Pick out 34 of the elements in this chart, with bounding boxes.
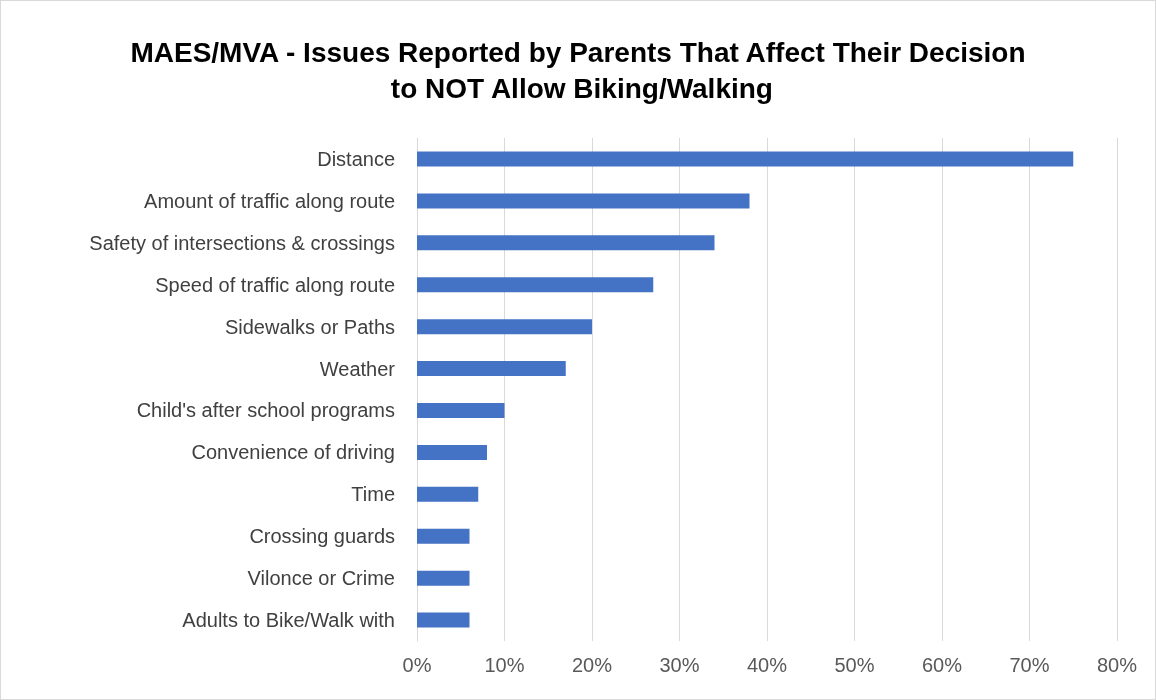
bar — [417, 193, 750, 209]
x-tick-label: 80% — [1096, 654, 1138, 676]
y-tick-label: Convenience of driving — [191, 441, 395, 464]
bar — [417, 151, 1074, 167]
bar — [417, 444, 487, 460]
y-tick-label: Safety of intersections & crossings — [89, 231, 395, 254]
x-tick-label: 40% — [746, 654, 788, 676]
y-tick-label: Adults to Bike/Walk with — [182, 609, 395, 632]
x-tick-label: 20% — [571, 654, 613, 676]
bar — [417, 235, 715, 251]
y-tick-label: Weather — [319, 357, 396, 380]
y-tick-label: Speed of traffic along route — [155, 273, 395, 296]
bar — [417, 612, 470, 628]
x-tick-label: 70% — [1009, 654, 1050, 676]
x-tick-label: 60% — [921, 654, 963, 676]
x-tick-label: 30% — [659, 654, 700, 676]
x-tick-label: 0% — [402, 654, 432, 676]
y-tick-label: Sidewalks or Paths — [224, 315, 395, 338]
bar — [417, 361, 566, 377]
bar — [417, 570, 470, 586]
y-tick-label: Child's after school programs — [136, 399, 395, 422]
chart-title: MAES/MVA - Issues Reported by Parents That Affect Their Decision to NOT Allow Biking/Walking — [130, 36, 1026, 104]
y-tick-label: Time — [351, 483, 395, 506]
y-tick-label: Distance — [317, 147, 395, 170]
y-tick-label: Vilonce or Crime — [247, 567, 395, 590]
bar — [417, 528, 470, 544]
x-tick-label: 10% — [484, 654, 525, 676]
y-tick-label: Amount of traffic along route — [144, 189, 395, 212]
y-tick-label: Crossing guards — [249, 525, 395, 548]
bar — [417, 277, 654, 293]
bar — [417, 402, 505, 418]
bar — [417, 486, 479, 502]
bar — [417, 319, 592, 335]
x-tick-label: 50% — [834, 654, 875, 676]
